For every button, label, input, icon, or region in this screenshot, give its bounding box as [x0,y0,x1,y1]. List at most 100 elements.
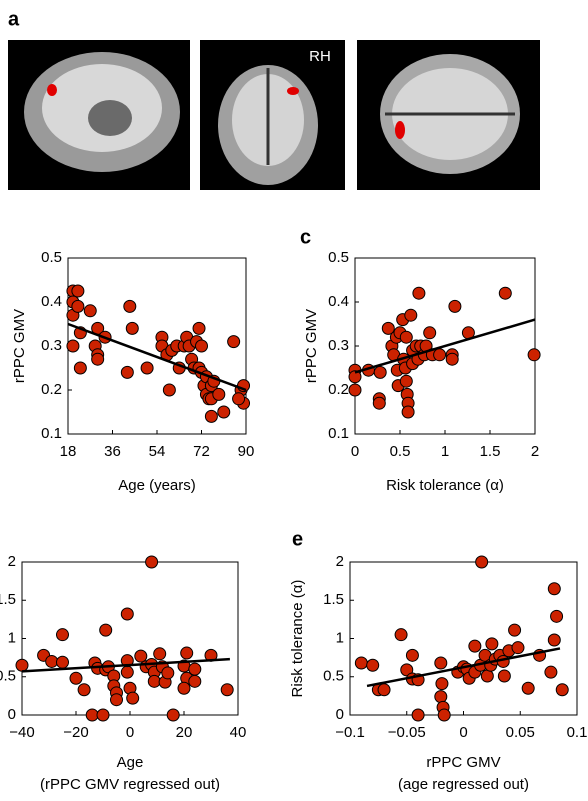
point [120,665,134,679]
point [177,681,191,695]
point [354,656,368,670]
x-tick-label: 1.5 [480,443,501,460]
brain-images: RH [8,40,540,190]
point [73,361,87,375]
point [373,365,387,379]
x-axis-label: rPPC GMV [426,754,500,771]
y-tick-label: 0.5 [0,668,16,685]
point [377,683,391,697]
point [485,637,499,651]
point [480,669,494,683]
point [15,658,29,672]
point [555,683,569,697]
point [445,352,459,366]
fit-line [354,318,536,374]
x-axis-label: Age (years) [118,477,196,494]
point [511,641,525,655]
point [550,609,564,623]
y-tick-label: 0.2 [328,381,349,398]
point [399,330,413,344]
x-tick-label: −40 [9,724,34,741]
x-tick-label: 36 [104,443,121,460]
x-axis-label: (age regressed out) [398,776,529,793]
point [153,647,167,661]
point [381,321,395,335]
point [405,648,419,662]
point [508,623,522,637]
y-tick-label: 1 [336,629,344,646]
point [547,633,561,647]
y-tick-label: 0.1 [41,425,62,442]
point [544,665,558,679]
x-tick-label: 0 [126,724,134,741]
point [134,649,148,663]
point [521,681,535,695]
point [547,582,561,596]
point [147,674,161,688]
point [71,299,85,313]
point [423,326,437,340]
point [180,646,194,660]
point [188,662,202,676]
y-tick-label: 0.5 [41,249,62,266]
y-tick-label: 1.5 [323,591,344,608]
activation [287,87,299,95]
point [348,370,362,384]
point [99,623,113,637]
x-tick-label: −0.1 [335,724,365,741]
point [366,658,380,672]
x-axis-label: Risk tolerance (α) [386,477,504,494]
point [437,708,451,722]
point [192,321,206,335]
point [212,387,226,401]
y-tick-label: 0 [8,706,16,723]
point [91,352,105,366]
y-tick-label: 0.3 [41,337,62,354]
point [77,683,91,697]
x-tick-label: 1 [441,443,449,460]
point [448,299,462,313]
point [69,671,83,685]
y-axis-label: rPPC GMV [11,309,28,383]
point [161,666,175,680]
point [468,639,482,653]
activation [47,84,57,96]
point [372,396,386,410]
x-tick-label: 0.5 [390,443,411,460]
y-axis-label: rPPC GMV [303,309,320,383]
point [162,383,176,397]
x-axis-label: (rPPC GMV regressed out) [40,776,220,793]
point [475,555,489,569]
x-tick-label: 0 [351,443,359,460]
point [435,677,449,691]
point [96,708,110,722]
point [145,555,159,569]
x-axis-label: Age [117,754,144,771]
y-tick-label: 0.2 [41,381,62,398]
x-tick-label: 90 [238,443,255,460]
x-tick-label: 20 [176,724,193,741]
y-axis-label: Risk tolerance (α) [289,580,306,698]
fit-line [366,647,561,688]
point [401,405,415,419]
x-tick-label: 18 [60,443,77,460]
point [204,409,218,423]
y-tick-label: 0.5 [323,668,344,685]
point [220,683,234,697]
x-tick-label: −20 [63,724,88,741]
point [217,405,231,419]
x-tick-label: 0.05 [506,724,535,741]
y-tick-label: 0.1 [328,425,349,442]
point [399,374,413,388]
point [110,693,123,707]
fit-line [67,322,247,392]
panel-label: a [8,8,20,30]
panel-label: e [292,528,303,550]
point [412,286,426,300]
panel-label: c [300,226,311,248]
point [400,663,414,677]
point [411,708,425,722]
point [498,286,512,300]
